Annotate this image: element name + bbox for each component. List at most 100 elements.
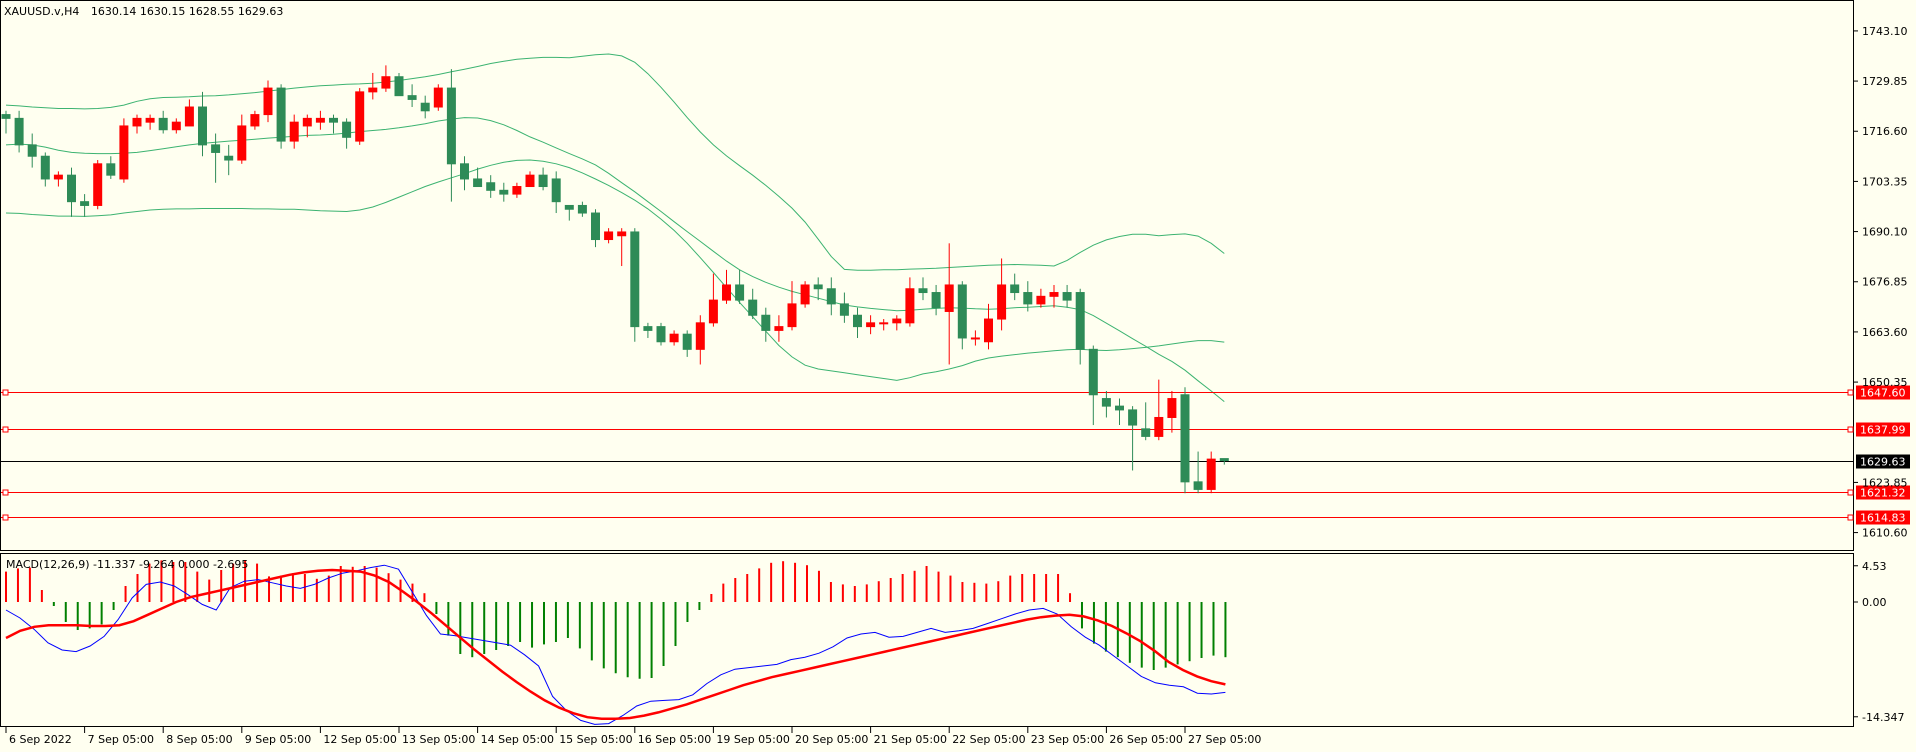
candle — [158, 110, 168, 134]
candle-body — [80, 201, 90, 206]
candle-body — [839, 303, 849, 316]
level-anchor-left — [2, 489, 9, 496]
candle-body — [643, 326, 653, 331]
symbol-label: XAUUSD.v,H4 — [4, 5, 79, 18]
candle — [774, 315, 784, 342]
candlestick-series — [1, 65, 1229, 494]
price-axis-label: 1663.60 — [1862, 326, 1908, 339]
current-price-label: 1629.63 — [1860, 456, 1906, 469]
time-axis-label: 26 Sep 05:00 — [1109, 733, 1182, 746]
level-anchor-left — [2, 389, 9, 396]
candle — [420, 95, 430, 119]
level-anchor-right — [1847, 389, 1854, 396]
candle-body — [1141, 428, 1151, 437]
candle — [564, 204, 574, 221]
level-price-tag — [1856, 510, 1910, 525]
candle — [132, 114, 142, 134]
candle-body — [1088, 348, 1098, 396]
price-axis-label: 1650.35 — [1862, 376, 1908, 389]
level-anchor-right — [1847, 426, 1854, 433]
candle-body — [512, 186, 522, 195]
candle-body — [892, 318, 902, 324]
macd-signal-line — [5, 568, 1226, 721]
candle-body — [879, 322, 889, 325]
candle — [315, 110, 325, 130]
candle-body — [106, 163, 116, 176]
macd-indicator — [5, 560, 1227, 725]
candle — [67, 167, 76, 217]
time-axis-label: 15 Sep 05:00 — [559, 733, 632, 746]
candle — [237, 114, 247, 164]
candle — [1154, 379, 1164, 441]
candle — [1010, 273, 1020, 301]
level-price-label: 1647.60 — [1860, 387, 1906, 400]
candle — [119, 118, 129, 183]
candle-body — [905, 288, 915, 324]
candle-body — [970, 337, 980, 340]
candle — [826, 277, 836, 316]
candle — [342, 118, 352, 149]
candle-body — [198, 106, 207, 146]
candle — [106, 156, 116, 179]
time-axis-label: 7 Sep 05:00 — [88, 733, 154, 746]
candle-body — [617, 231, 627, 237]
candle-body — [577, 204, 587, 214]
candle-body — [695, 322, 705, 350]
macd-axis-label: -14.347 — [1862, 711, 1904, 724]
candle — [329, 114, 338, 134]
candle — [970, 330, 980, 346]
candle-body — [145, 117, 155, 123]
price-axis-label: 1676.85 — [1862, 276, 1908, 289]
candle-body — [342, 121, 352, 138]
candle — [839, 292, 849, 323]
macd-axis: 4.53 0.00 -14.347 — [1853, 560, 1904, 724]
candle — [892, 315, 902, 331]
candle-body — [420, 102, 430, 112]
candle-body — [748, 299, 758, 316]
candle-body — [289, 121, 299, 142]
candle — [525, 171, 535, 188]
candle-body — [276, 87, 286, 142]
time-axis-label: 21 Sep 05:00 — [874, 733, 947, 746]
candle — [250, 110, 260, 130]
candle-body — [93, 163, 103, 206]
candle-body — [394, 76, 404, 97]
macd-axis-label: 4.53 — [1862, 560, 1887, 573]
macd-axis-label: 0.00 — [1862, 596, 1887, 609]
candle — [1193, 451, 1203, 494]
candle-body — [53, 174, 63, 180]
candle — [499, 182, 509, 202]
candle — [695, 315, 705, 365]
bollinger-middle-line — [5, 117, 1225, 402]
candle — [512, 182, 522, 198]
candle-body — [211, 144, 221, 153]
price-axis-label: 1610.60 — [1862, 527, 1908, 540]
candle-body — [944, 284, 954, 312]
candle — [289, 114, 299, 149]
candle — [1075, 288, 1085, 365]
candle — [53, 171, 63, 187]
candle-body — [538, 174, 548, 188]
time-axis-label: 6 Sep 2022 — [9, 733, 72, 746]
candle — [761, 307, 771, 342]
candle-body — [722, 284, 731, 301]
horizontal-levels[interactable]: 1647.60 1637.99 1621.32 1614.83 1629.63 — [1, 385, 1910, 525]
candle — [944, 243, 954, 365]
level-price-label: 1614.83 — [1860, 512, 1906, 525]
candle-body — [853, 314, 862, 328]
candle-body — [486, 182, 496, 191]
candle-body — [984, 318, 993, 343]
candle-body — [355, 91, 365, 142]
candle-body — [669, 333, 679, 343]
candle — [630, 228, 640, 342]
candle — [591, 209, 600, 248]
level-price-tag — [1856, 422, 1910, 437]
candle-body — [27, 144, 37, 157]
level-price-label: 1637.99 — [1860, 424, 1906, 437]
candle — [551, 171, 561, 214]
candle — [748, 288, 758, 320]
candle — [853, 307, 862, 338]
price-axis-label: 1690.10 — [1862, 226, 1908, 239]
